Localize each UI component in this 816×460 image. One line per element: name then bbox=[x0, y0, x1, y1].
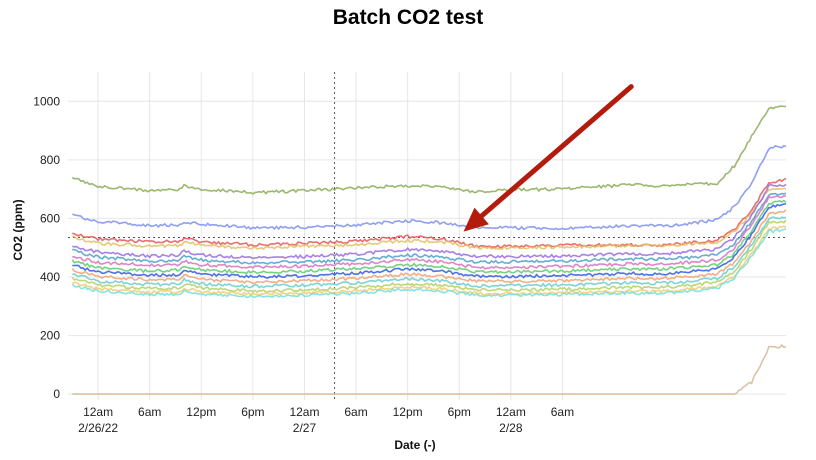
y-tick-label: 200 bbox=[40, 329, 60, 343]
series-line bbox=[72, 203, 787, 279]
x-tick-label: 6am bbox=[138, 405, 161, 419]
series-line bbox=[72, 192, 787, 265]
annotation-layer bbox=[463, 84, 634, 232]
series-line bbox=[72, 225, 787, 296]
y-tick-label: 0 bbox=[53, 387, 60, 401]
annotation-arrow-shaft bbox=[479, 84, 634, 219]
series-line bbox=[71, 219, 787, 294]
grid-layer bbox=[68, 72, 786, 400]
series-line bbox=[71, 105, 787, 195]
x-tick-label: 6am bbox=[344, 405, 367, 419]
y-tick-label: 800 bbox=[40, 153, 60, 167]
series-line bbox=[72, 343, 787, 395]
series-line bbox=[72, 216, 787, 289]
x-tick-date-label: 2/28 bbox=[499, 421, 523, 435]
x-tick-label: 6am bbox=[551, 405, 574, 419]
series-line bbox=[71, 209, 787, 285]
x-tick-label: 12am bbox=[83, 405, 113, 419]
y-tick-label: 600 bbox=[40, 211, 60, 225]
series-line bbox=[72, 144, 787, 231]
series-line bbox=[72, 194, 787, 270]
series-line bbox=[71, 228, 787, 299]
y-axis-label: CO2 (ppm) bbox=[11, 199, 25, 260]
x-tick-date-label: 2/26/22 bbox=[78, 421, 118, 435]
reference-lines bbox=[68, 72, 786, 400]
x-tick-label: 6pm bbox=[241, 405, 264, 419]
x-tick-label: 12am bbox=[289, 405, 319, 419]
series-line bbox=[72, 183, 787, 260]
x-tick-label: 6pm bbox=[448, 405, 471, 419]
y-axis-ticks: 0 200 400 600 800 1000 bbox=[33, 94, 60, 401]
series-line bbox=[72, 187, 787, 251]
chart-title: Batch CO2 test bbox=[332, 6, 484, 29]
x-axis-ticks: 12am 2/26/22 6am 12pm 6pm 12am 2/27 6am 12pm 6pm 1… bbox=[78, 405, 574, 435]
x-axis-label: Date (-) bbox=[394, 438, 435, 452]
series-line bbox=[71, 199, 787, 275]
y-tick-label: 400 bbox=[40, 270, 60, 284]
series-layer bbox=[71, 105, 787, 395]
y-tick-label: 1000 bbox=[33, 94, 60, 108]
x-tick-label: 12pm bbox=[393, 405, 423, 419]
x-tick-label: 12pm bbox=[186, 405, 216, 419]
x-tick-label: 12am bbox=[496, 405, 526, 419]
annotation-arrow-head bbox=[463, 207, 489, 232]
series-line bbox=[72, 177, 787, 249]
x-tick-date-label: 2/27 bbox=[293, 421, 317, 435]
